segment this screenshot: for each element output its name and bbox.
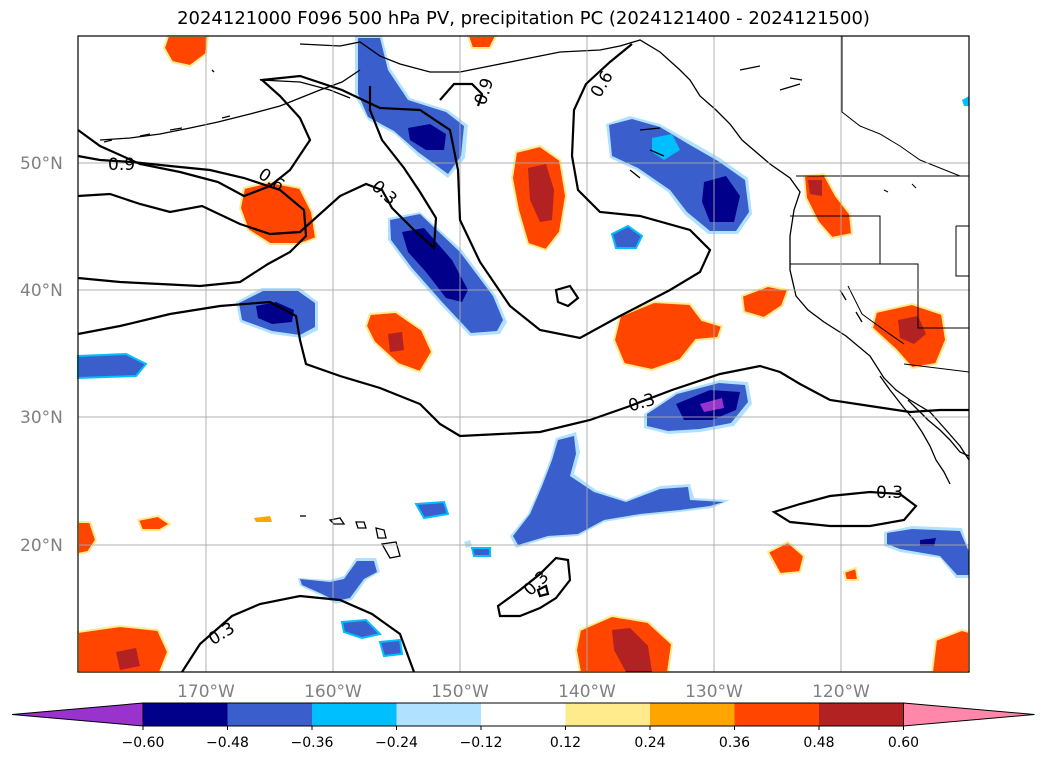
contour-label: 0.9 [108, 155, 135, 175]
colorbar-segment [396, 703, 482, 726]
lon-label: 160°W [304, 682, 362, 702]
colorbar: −0.60 −0.48 −0.36 −0.24 −0.12 0.12 0.24 0.36 0.4… [11, 702, 1035, 751]
colorbar-tick-label: −0.60 [122, 735, 165, 751]
precip-negative-blob [510, 432, 730, 548]
contour-line [77, 154, 308, 288]
precip-negative-blob [610, 224, 644, 249]
lat-label: 40°N [20, 281, 63, 301]
colorbar-segment [143, 703, 228, 726]
latitude-labels: 50°N 40°N 30°N 20°N [20, 154, 63, 556]
contour-line [771, 490, 918, 528]
colorbar-tick-label: 0.60 [888, 735, 919, 751]
precip-positive-blob [802, 172, 854, 240]
map-title: 2024121000 F096 500 hPa PV, precipitatio… [177, 8, 870, 29]
pv-contours [77, 43, 969, 673]
precip-positive-blob [238, 180, 318, 245]
colorbar-tick-label: 0.36 [719, 735, 750, 751]
map-panel: 0.9 0.6 0.3 0.9 0.6 0.3 0.3 0.3 0.3 [77, 35, 970, 673]
colorbar-outline [142, 702, 904, 727]
graticule [78, 36, 969, 672]
colorbar-extend-min [11, 702, 144, 727]
precip-negative-blob [414, 500, 450, 520]
colorbar-segment [312, 703, 397, 726]
precip-positive-blob [612, 300, 724, 372]
lon-label: 170°W [177, 682, 235, 702]
contour-line [496, 556, 572, 618]
contour-line [77, 300, 969, 438]
lon-label: 150°W [431, 682, 489, 702]
colorbar-tick-label: −0.36 [291, 735, 334, 751]
contour-line [77, 86, 438, 251]
precip-positive-blob [364, 310, 434, 374]
precip-negative-blob [378, 638, 404, 658]
lat-label: 30°N [20, 408, 63, 428]
precip-negative-blob [340, 618, 382, 640]
lon-label: 120°W [812, 682, 870, 702]
colorbar-tick-label: −0.12 [460, 735, 503, 751]
precip-positive-blob [77, 624, 170, 673]
colorbar-segment [819, 703, 904, 726]
precip-positive-blob [842, 566, 860, 581]
lon-label: 140°W [558, 682, 616, 702]
precip-positive-blob [466, 35, 498, 49]
precip-field [77, 35, 970, 673]
colorbar-segment [734, 703, 820, 726]
map-background [78, 36, 969, 672]
colorbar-segment [481, 703, 566, 726]
colorbar-segment [227, 703, 313, 726]
precip-negative-blob [388, 212, 507, 336]
precip-negative-blob [355, 36, 468, 178]
colorbar-tick-label: −0.48 [206, 735, 249, 751]
political-borders [790, 36, 970, 373]
precip-negative-blob [464, 540, 472, 548]
colorbar-tick-label: 0.48 [803, 735, 834, 751]
coastlines [99, 39, 970, 559]
precip-positive-blob [136, 514, 172, 531]
precip-positive-blob [766, 540, 806, 576]
precip-positive-blob [870, 302, 948, 370]
longitude-labels: 170°W 160°W 150°W 140°W 130°W 120°W [177, 682, 870, 702]
precip-positive-blob [510, 144, 568, 252]
colorbar-tick-label: 0.24 [634, 735, 665, 751]
contour-label: 0.3 [876, 483, 903, 503]
precip-positive-blob [574, 614, 674, 673]
lat-label: 50°N [20, 154, 63, 174]
lon-label: 130°W [685, 682, 743, 702]
contour-line [536, 584, 550, 598]
map-frame [77, 35, 970, 673]
precip-negative-blob [470, 547, 491, 557]
colorbar-tick-label: −0.24 [375, 735, 418, 751]
precip-positive-blob [740, 284, 790, 320]
precip-negative-blob [884, 526, 969, 578]
colorbar-tick-label: 0.12 [550, 735, 581, 751]
colorbar-extend-max [903, 702, 1035, 727]
contour-line [181, 594, 416, 673]
contour-line [439, 82, 484, 107]
lat-label: 20°N [20, 536, 63, 556]
precip-positive-blob [254, 516, 272, 522]
contour-line [554, 284, 580, 308]
precip-negative-blob [298, 558, 380, 604]
precip-negative-blob [962, 96, 969, 106]
colorbar-segment [565, 703, 651, 726]
precip-negative-blob [644, 380, 752, 434]
contour-line [77, 43, 712, 340]
colorbar-segment [650, 703, 735, 726]
